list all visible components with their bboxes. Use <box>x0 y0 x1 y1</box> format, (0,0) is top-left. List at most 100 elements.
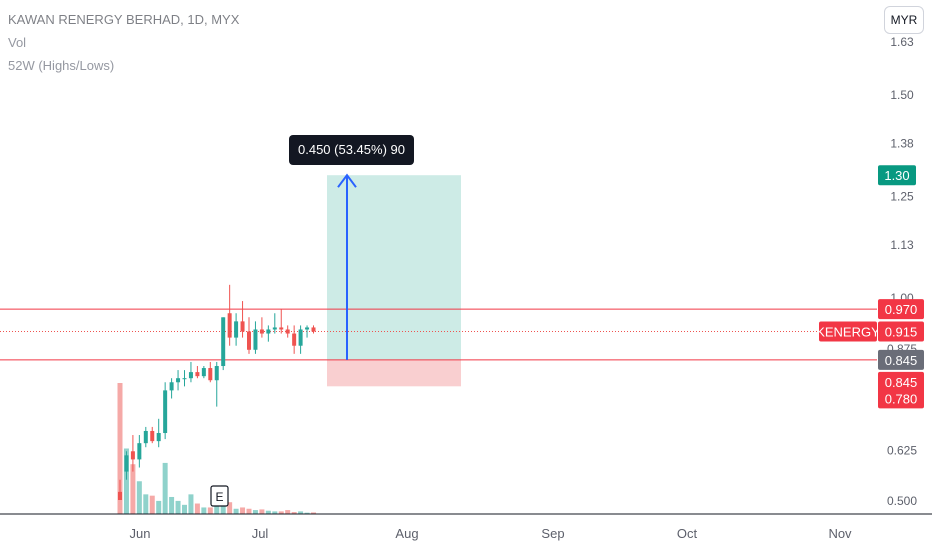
volume-bar <box>162 462 168 514</box>
candle-body <box>156 433 161 442</box>
ticker-label-bg <box>819 321 877 342</box>
position-info-label: 0.450 (53.45%) 90 <box>289 135 414 165</box>
volume-legend[interactable]: Vol <box>8 35 27 50</box>
candle-body <box>240 321 245 332</box>
volume-bar <box>136 481 142 514</box>
candle <box>143 426 148 448</box>
candle <box>156 418 161 448</box>
volume-bar <box>169 496 175 514</box>
stop-price-label-bg <box>878 388 924 409</box>
candle-body <box>143 430 148 444</box>
highs-lows-legend[interactable]: 52W (Highs/Lows) <box>8 58 115 73</box>
target-price-label: 1.30 <box>878 165 916 186</box>
x-tick-label: Oct <box>677 526 698 541</box>
volume-bar <box>291 512 297 514</box>
volume-bar <box>240 507 246 514</box>
high-line-label-bg <box>878 299 924 320</box>
candle-body <box>176 378 181 383</box>
candle <box>221 317 226 371</box>
candle-body <box>227 313 232 338</box>
candle <box>163 382 168 440</box>
candle <box>176 370 181 391</box>
target-price-label-text: 1.30 <box>884 168 909 183</box>
candle-body <box>285 329 290 334</box>
volume-bar <box>143 494 149 514</box>
x-tick-label: Jul <box>252 526 269 541</box>
volume-bar <box>201 507 207 514</box>
candle-body <box>311 327 316 332</box>
stop-zone <box>327 359 461 387</box>
volume-bar <box>123 448 129 514</box>
candle <box>266 325 271 342</box>
candle <box>247 317 251 354</box>
high-line-label: 0.970 <box>878 299 924 320</box>
last-price-label-text: 0.915 <box>885 325 918 340</box>
candle-body <box>253 329 258 350</box>
y-tick-label: 1.25 <box>890 190 914 204</box>
volume-bar <box>156 500 162 514</box>
volume-bar <box>304 512 310 514</box>
candle <box>253 321 258 354</box>
candle-body <box>305 327 310 330</box>
x-tick-label: Nov <box>828 526 852 541</box>
position-zones <box>327 175 461 387</box>
candle <box>305 325 310 338</box>
candles <box>118 284 316 500</box>
earnings-letter: E <box>215 490 223 504</box>
currency-button[interactable]: MYR <box>884 6 924 34</box>
target-zone <box>327 175 461 360</box>
candle <box>124 451 129 480</box>
candle-body <box>201 368 206 377</box>
candle-body <box>214 366 219 381</box>
volume-bar <box>182 504 187 514</box>
stop-price-label-text: 0.780 <box>885 391 918 406</box>
volume-bar <box>207 507 213 514</box>
candle <box>214 361 219 407</box>
entry-price-label: 0.845 <box>878 349 924 370</box>
candle-body <box>259 329 264 334</box>
volume-bar <box>194 503 200 514</box>
candle-body <box>298 329 303 346</box>
entry-price-label-bg <box>878 349 924 370</box>
volume-bar <box>149 495 155 514</box>
candle <box>311 325 316 334</box>
candle-body <box>188 372 193 379</box>
x-tick-label: Aug <box>395 526 418 541</box>
entry-red-label: 0.845 <box>878 371 924 392</box>
y-tick-label: 1.63 <box>890 35 914 49</box>
candle-body <box>292 333 297 346</box>
y-tick-label: 0.625 <box>887 443 917 457</box>
candle <box>227 284 232 346</box>
high-line-label-text: 0.970 <box>885 302 918 317</box>
candle-body <box>247 331 251 350</box>
candle <box>150 426 155 444</box>
candle-body <box>195 372 200 377</box>
candle <box>208 361 213 383</box>
volume-bar <box>265 510 271 514</box>
earnings-marker[interactable]: E <box>210 485 229 507</box>
candle-body <box>169 382 174 391</box>
candle <box>259 317 264 338</box>
candle <box>285 325 290 338</box>
price-lines <box>0 308 877 361</box>
volume-bar <box>227 502 233 514</box>
ticker-label-text: KENERGY <box>816 325 880 340</box>
last-price-label: 0.915 <box>878 321 924 342</box>
y-tick-label: 1.38 <box>890 137 914 151</box>
x-tick-label: Jun <box>130 526 151 541</box>
candle <box>188 361 193 383</box>
candle <box>182 370 187 387</box>
candle <box>201 366 206 379</box>
candle <box>137 435 142 468</box>
volume-bar <box>259 509 265 514</box>
symbol-title[interactable]: KAWAN RENERGY BERHAD, 1D, MYX <box>8 12 240 27</box>
candle-body <box>124 455 129 472</box>
candle-body <box>234 321 239 338</box>
candle <box>298 325 303 354</box>
volume-bar <box>117 383 123 514</box>
target-price-label-bg <box>878 165 916 186</box>
candle-body <box>163 390 168 434</box>
candle-body <box>272 327 277 330</box>
